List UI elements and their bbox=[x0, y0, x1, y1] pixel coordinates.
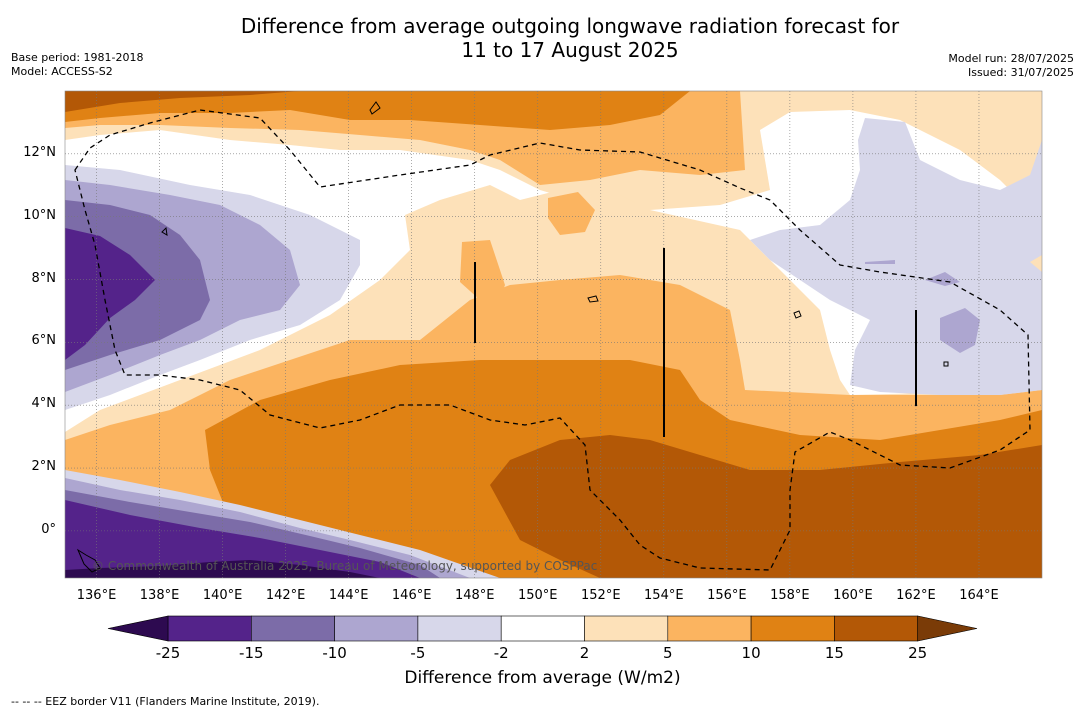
colorbar-swatch-10_15 bbox=[750, 615, 835, 642]
field-minus5-minus10-east-3 bbox=[865, 260, 895, 264]
tick-label-lon-154: 154°E bbox=[644, 588, 684, 603]
tick-label-lon-142: 142°E bbox=[265, 588, 306, 603]
colorbar-swatch--25_-15 bbox=[167, 615, 252, 642]
title-line-1: Difference from average outgoing longwav… bbox=[240, 14, 900, 38]
gridlines bbox=[65, 91, 1042, 578]
island-pohnpei bbox=[793, 310, 802, 319]
field-minus15-minus25-west bbox=[65, 228, 155, 360]
title-line-2: 11 to 17 August 2025 bbox=[461, 38, 679, 62]
colorbar-label-2: -10 bbox=[322, 644, 347, 662]
eez-borders bbox=[74, 109, 1031, 571]
colorbar-label-4: -2 bbox=[493, 644, 509, 662]
field-minus5-minus10-east-2 bbox=[925, 272, 960, 286]
base-period: Base period: 1981-2018 bbox=[11, 51, 144, 64]
tick-label-lon-150: 150°E bbox=[517, 588, 558, 603]
tick-label-lat-8: 8°N bbox=[31, 270, 57, 286]
field-minus15-minus25-southwest bbox=[65, 500, 420, 578]
colorbar-label-7: 10 bbox=[741, 644, 761, 662]
colorbar-label-8: 15 bbox=[824, 644, 844, 662]
colorbar-label-9: 25 bbox=[908, 644, 928, 662]
island-kosrae bbox=[943, 361, 949, 367]
chart-title: Difference from average outgoing longwav… bbox=[170, 14, 970, 62]
colorbar-label-1: -15 bbox=[239, 644, 264, 662]
solid-markers bbox=[474, 248, 917, 437]
colorbar-swatch-15_25 bbox=[834, 615, 919, 642]
colorbar-swatch-2_5 bbox=[584, 615, 669, 642]
tick-label-lon-156: 156°E bbox=[707, 588, 747, 603]
eez-border-palau bbox=[74, 109, 1031, 571]
field-10-15-small bbox=[548, 192, 595, 235]
island-yap bbox=[369, 101, 381, 115]
tick-label-lat-4: 4°N bbox=[31, 396, 57, 412]
tick-label-lon-148: 148°E bbox=[454, 588, 495, 603]
colorbar-extend-high bbox=[917, 615, 978, 642]
tick-label-lon-138: 138°E bbox=[139, 588, 180, 603]
colorbar bbox=[107, 615, 978, 642]
island-png-coast bbox=[76, 548, 101, 573]
map-frame bbox=[64, 90, 1043, 579]
colorbar-swatch--15_-10 bbox=[251, 615, 335, 642]
tick-label-lon-140: 140°E bbox=[202, 588, 243, 603]
tick-label-lon-152: 152°E bbox=[581, 588, 621, 603]
colorbar-label-5: 2 bbox=[579, 644, 590, 662]
model-run: Model run: 28/07/2025 bbox=[948, 52, 1074, 65]
colorbar-label-3: -5 bbox=[410, 644, 426, 662]
colorbar-label-0: -25 bbox=[155, 644, 181, 662]
tick-label-lon-158: 158°E bbox=[770, 588, 810, 603]
colorbar-label-6: 5 bbox=[663, 644, 673, 662]
field-minus5-minus10-east bbox=[940, 308, 980, 353]
field-15-25-north bbox=[65, 91, 300, 112]
colorbar-swatch--10_-5 bbox=[334, 615, 419, 642]
colorbar-title: Difference from average (W/m2) bbox=[404, 668, 681, 688]
tick-label-lat-0: 0° bbox=[41, 521, 56, 537]
model-name: Model: ACCESS-S2 bbox=[11, 65, 113, 78]
meta-left: Base period: 1981-2018 Model: ACCESS-S2 bbox=[11, 51, 143, 79]
field-15-25-south bbox=[490, 435, 1042, 578]
tick-label-lon-164: 164°E bbox=[959, 588, 999, 603]
tick-label-lon-136: 136°E bbox=[76, 588, 117, 603]
colorbar-extend-low bbox=[107, 615, 169, 642]
issued-date: Issued: 31/07/2025 bbox=[967, 66, 1074, 79]
field-5-10-small bbox=[460, 240, 505, 300]
tick-label-lon-160: 160°E bbox=[833, 588, 873, 603]
islands bbox=[76, 101, 949, 573]
colorbar-swatch--5_-2 bbox=[417, 615, 502, 642]
tick-label-lat-2: 2°N bbox=[31, 459, 57, 475]
tick-label-lat-12: 12°N bbox=[23, 144, 56, 160]
field-2-5-east-edge bbox=[1030, 255, 1042, 272]
island-palau bbox=[161, 226, 168, 236]
eez-legend: -- -- -- EEZ border V11 (Flanders Marine… bbox=[11, 695, 320, 708]
tick-label-lat-6: 6°N bbox=[31, 333, 57, 349]
colorbar-swatch-5_10 bbox=[667, 615, 752, 642]
tick-label-lat-10: 10°N bbox=[23, 207, 56, 223]
tick-label-lon-162: 162°E bbox=[896, 588, 936, 603]
contour-fields bbox=[65, 91, 1042, 578]
copyright-text: © Commonwealth of Australia 2025, Bureau… bbox=[92, 559, 597, 573]
tick-label-lon-146: 146°E bbox=[391, 588, 432, 603]
island-chuuk bbox=[587, 295, 599, 303]
colorbar-swatch--2_2 bbox=[500, 615, 585, 642]
meta-right: Model run: 28/07/2025 Issued: 31/07/2025 bbox=[948, 52, 1074, 80]
tick-label-lon-144: 144°E bbox=[328, 588, 369, 603]
